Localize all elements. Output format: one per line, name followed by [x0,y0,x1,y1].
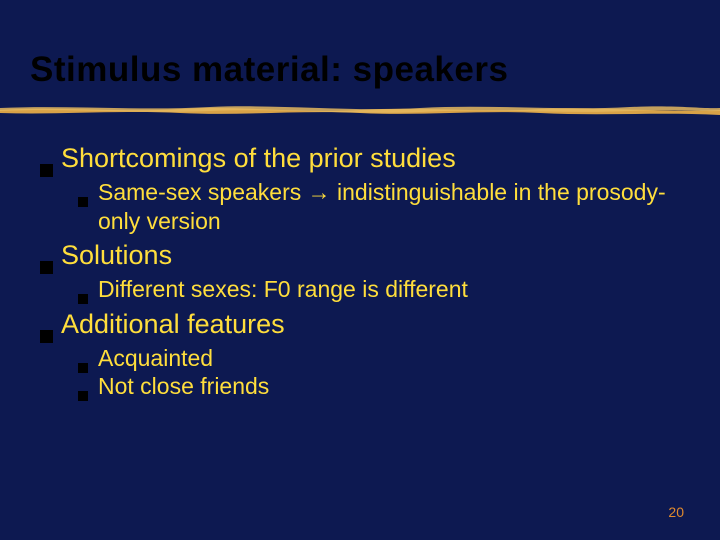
slide-title: Stimulus material: speakers [0,0,720,96]
sub-list-item: Not close friends [78,372,680,401]
title-underline [0,96,720,124]
sub-list-item-label: Not close friends [98,372,269,401]
sub-list-item: Acquainted [78,344,680,373]
arrow-icon: → [308,179,331,205]
sub-list-item-label: Acquainted [98,344,213,373]
list-item: Additional features Acquainted Not close… [40,308,680,401]
square-bullet-icon [78,363,88,373]
square-bullet-icon [78,197,88,207]
square-bullet-icon [78,294,88,304]
sub-list-item: Different sexes: F0 range is different [78,275,680,304]
list-item-label: Additional features [61,308,285,342]
list-item-label: Shortcomings of the prior studies [61,142,456,176]
list-item: Solutions Different sexes: F0 range is d… [40,239,680,304]
sub-list-item-label: Different sexes: F0 range is different [98,275,468,304]
square-bullet-icon [40,164,53,177]
list-item: Shortcomings of the prior studies Same-s… [40,142,680,235]
sub-list-item: Same-sex speakers → indistinguishable in… [78,178,680,236]
list-item-label: Solutions [61,239,172,273]
page-number: 20 [668,504,684,520]
slide-content: Shortcomings of the prior studies Same-s… [0,142,720,401]
square-bullet-icon [78,391,88,401]
sub-list-item-label: Same-sex speakers → indistinguishable in… [98,178,680,236]
square-bullet-icon [40,330,53,343]
brush-stroke-icon [0,104,720,116]
square-bullet-icon [40,261,53,274]
